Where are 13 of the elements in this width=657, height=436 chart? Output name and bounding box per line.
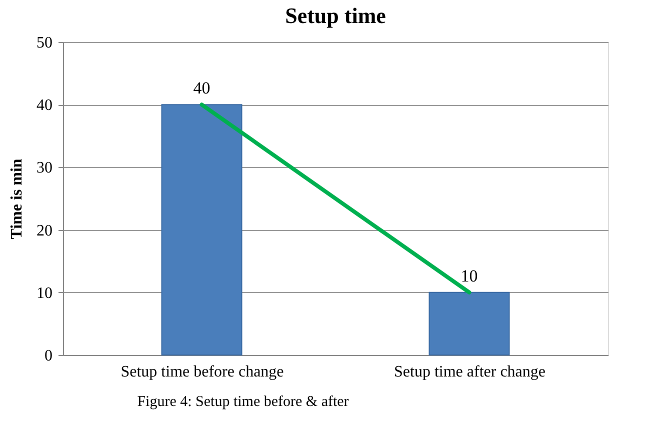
y-tick-label: 50 bbox=[36, 34, 52, 52]
x-tick-label: Setup time after change bbox=[394, 364, 546, 380]
y-tick-label: 30 bbox=[36, 160, 52, 177]
y-tick-label: 0 bbox=[44, 348, 52, 364]
data-label: 40 bbox=[193, 78, 210, 98]
y-tick-label: 40 bbox=[36, 97, 52, 114]
chart-title: Setup time bbox=[285, 3, 386, 28]
x-tick-label: Setup time before change bbox=[120, 364, 284, 380]
y-tick-label: 10 bbox=[36, 284, 52, 302]
y-tick-label: 20 bbox=[36, 222, 52, 240]
y-axis-title: Time is min bbox=[8, 158, 26, 240]
caption: Figure 4: Setup time before & after bbox=[137, 394, 349, 410]
data-label: 10 bbox=[460, 266, 478, 286]
